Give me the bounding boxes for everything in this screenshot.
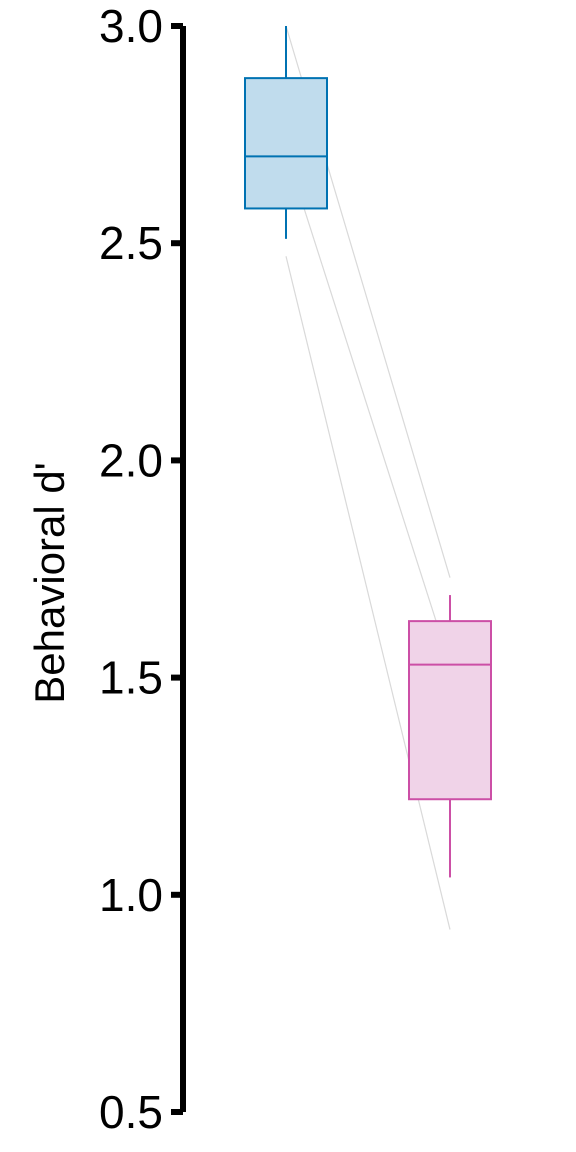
box-2-iqr (409, 621, 491, 799)
y-tick-label-1: 1.0 (99, 869, 163, 921)
box-1 (245, 26, 327, 239)
y-tick-label-0: 0.5 (99, 1086, 163, 1138)
y-axis: 0.5 1.0 1.5 2.0 2.5 3.0 (99, 0, 183, 1138)
y-tick-label-3: 2.0 (99, 434, 163, 486)
boxes (245, 26, 491, 877)
paired-line-3 (286, 256, 450, 929)
y-tick-label-4: 2.5 (99, 217, 163, 269)
y-tick-label-5: 3.0 (99, 0, 163, 52)
box-1-iqr (245, 78, 327, 208)
y-tick-label-2: 1.5 (99, 652, 163, 704)
y-axis-title: Behavioral d' (26, 462, 73, 704)
paired-line-2 (286, 152, 450, 665)
box-2 (409, 595, 491, 877)
